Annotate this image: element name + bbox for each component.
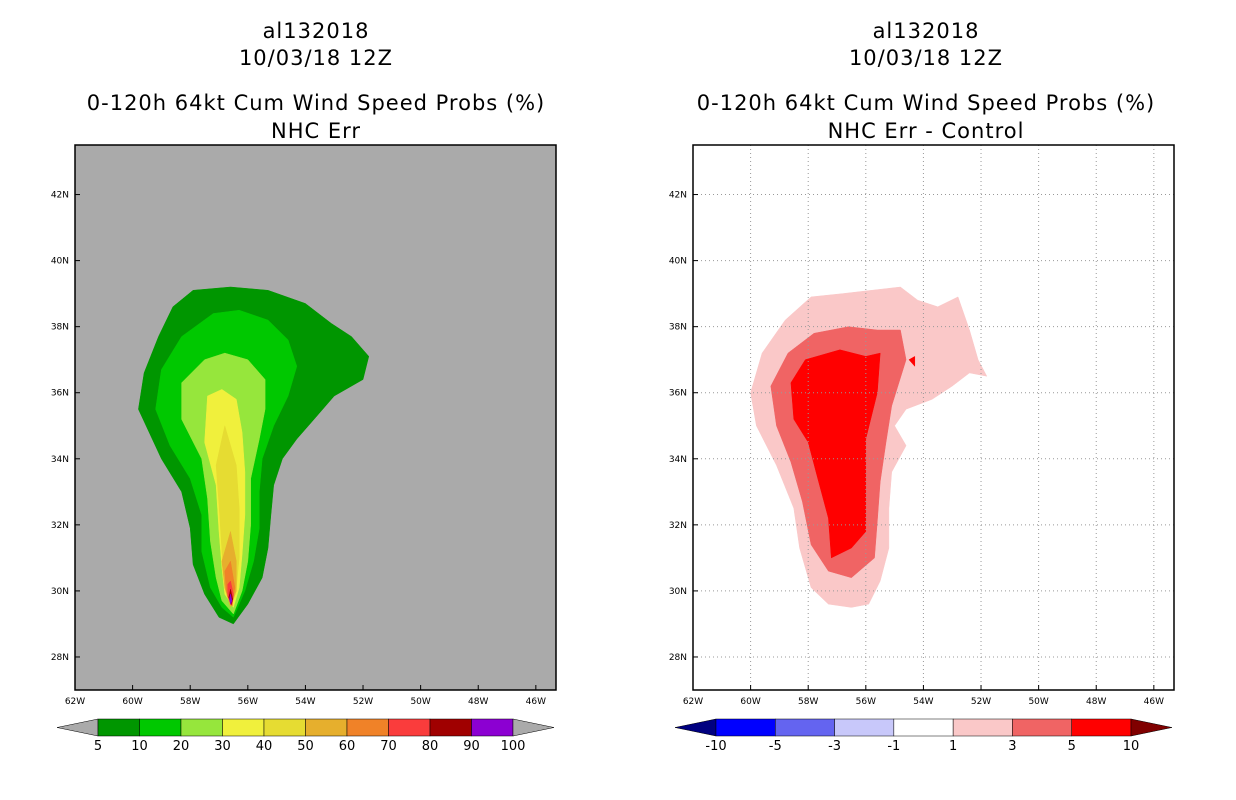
right-gridlines [693,145,1174,690]
right-map-frame [692,144,1175,691]
right-ytick-label-0: 28N [669,653,687,663]
right-title-line-1: al132018 [873,19,980,43]
right-colorbar-swatch-6 [1071,718,1132,737]
right-colorbar-swatch-2 [834,718,895,737]
right-axes: 62W 60W 58W 56W 54W 52W 50W 48W 46W 28N 30N 32N 34N 3… [669,191,1164,707]
right-xtick-label-5: 52W [971,697,991,707]
left-xtick-label-8: 46W [526,697,546,707]
right-xtick-label-0: 62W [683,697,703,707]
left-xtick-label-2: 58W [180,697,200,707]
right-ytick-label-7: 42N [669,191,687,201]
left-colorbar-label-8: 80 [422,739,439,754]
left-title-line-4: NHC Err [271,119,361,143]
right-colorbar-label-2: -3 [828,739,841,754]
left-contour-90-9 [229,594,233,605]
right-colorbar-under-arrow [674,718,717,737]
right-title-line-3: 0-120h 64kt Cum Wind Speed Probs (%) [697,91,1155,115]
right-xtick-label-7: 48W [1086,697,1106,707]
right-ytick-label-1: 30N [669,587,687,597]
right-colorbar-swatch-1 [775,718,835,737]
left-colorbar-label-2: 20 [173,739,190,754]
left-title-line-3: 0-120h 64kt Cum Wind Speed Probs (%) [87,91,545,115]
left-ytick-label-2: 32N [51,521,69,531]
right-colorbar-label-3: -1 [887,739,900,754]
left-colorbar: 5 10 20 30 40 50 60 70 80 90 100 [56,718,555,754]
right-title-line-2: 10/03/18 12Z [849,46,1003,70]
left-colorbar-label-1: 10 [131,739,148,754]
left-xtick-label-6: 50W [410,697,430,707]
right-ytick-label-5: 38N [669,323,687,333]
left-colorbar-swatch-1 [139,718,182,737]
left-ytick-label-6: 40N [51,257,69,267]
left-colorbar-swatch-6 [346,718,389,737]
right-colorbar-swatch-5 [1012,718,1072,737]
left-colorbar-label-9: 90 [463,739,480,754]
left-colorbar-swatch-3 [222,718,265,737]
left-xtick-label-0: 62W [65,697,85,707]
right-colorbar: -10 -5 -3 -1 1 3 5 10 [674,718,1173,754]
left-title-line-1: al132018 [263,19,370,43]
right-ytick-label-3: 34N [669,455,687,465]
left-colorbar-label-6: 60 [339,739,356,754]
left-title-line-2: 10/03/18 12Z [239,46,393,70]
left-colorbar-label-3: 30 [214,739,231,754]
left-colorbar-swatch-4 [263,718,306,737]
right-xtick-label-6: 50W [1028,697,1048,707]
left-xtick-label-3: 56W [238,697,258,707]
left-colorbar-label-7: 70 [380,739,397,754]
left-colorbar-swatch-2 [180,718,223,737]
left-ytick-label-0: 28N [51,653,69,663]
left-contours [138,286,370,625]
left-ytick-label-1: 30N [51,587,69,597]
right-colorbar-label-0: -10 [705,739,726,754]
right-colorbar-label-1: -5 [769,739,782,754]
right-ytick-label-2: 32N [669,521,687,531]
right-colorbar-over-arrow [1130,718,1173,737]
left-xtick-label-5: 52W [353,697,373,707]
right-xtick-label-1: 60W [740,697,760,707]
right-title-line-4: NHC Err - Control [828,119,1025,143]
left-panel: al132018 10/03/18 12Z 0-120h 64kt Cum Wi… [51,19,557,754]
right-colorbar-swatch-3 [893,718,954,737]
right-ytick-label-4: 36N [669,389,687,399]
right-colorbar-label-7: 10 [1123,739,1140,754]
right-contours [750,286,988,608]
left-colorbar-label-0: 5 [94,739,102,754]
left-colorbar-label-5: 50 [297,739,314,754]
left-map-frame [74,144,557,691]
left-colorbar-swatch-0 [97,718,140,737]
left-colorbar-label-4: 40 [256,739,273,754]
right-xtick-label-2: 58W [798,697,818,707]
right-xtick-label-3: 56W [856,697,876,707]
left-axes: 62W 60W 58W 56W 54W 52W 50W 48W 46W 28N 30N 32N 34N 3… [51,191,546,707]
right-colorbar-label-5: 3 [1008,739,1016,754]
left-colorbar-label-10: 100 [501,739,526,754]
left-ytick-label-5: 38N [51,323,69,333]
left-ytick-label-7: 42N [51,191,69,201]
left-xtick-label-1: 60W [122,697,142,707]
right-xtick-label-4: 54W [913,697,933,707]
right-colorbar-label-4: 1 [949,739,957,754]
left-ytick-label-4: 36N [51,389,69,399]
right-colorbar-swatch-4 [952,718,1013,737]
left-xtick-label-7: 48W [468,697,488,707]
left-colorbar-swatch-9 [471,718,514,737]
right-contour-5-2 [790,349,881,559]
left-colorbar-under-arrow [56,718,99,737]
right-contour-5-3 [908,355,916,367]
right-ytick-label-6: 40N [669,257,687,267]
left-colorbar-swatch-5 [305,718,348,737]
right-colorbar-swatch-0 [715,718,776,737]
left-xtick-label-4: 54W [295,697,315,707]
left-colorbar-swatch-8 [429,718,472,737]
right-panel: al132018 10/03/18 12Z 0-120h 64kt Cum Wi… [669,19,1175,754]
right-colorbar-label-6: 5 [1068,739,1076,754]
left-ytick-label-3: 34N [51,455,69,465]
right-xtick-label-8: 46W [1144,697,1164,707]
left-colorbar-over-arrow [512,718,555,737]
left-colorbar-swatch-7 [388,718,431,737]
